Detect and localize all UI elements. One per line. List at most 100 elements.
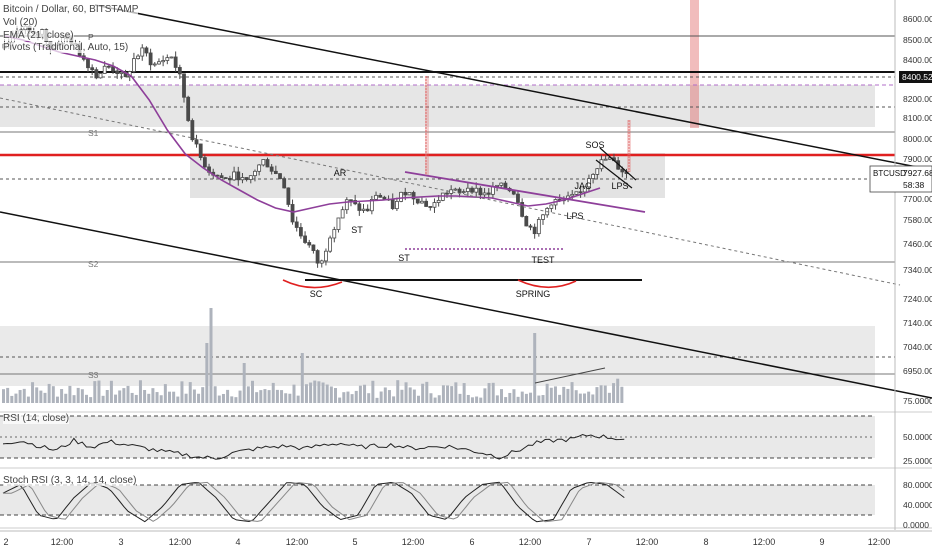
volume-bar bbox=[450, 386, 454, 403]
volume-bar bbox=[68, 385, 72, 403]
candle-body bbox=[223, 177, 228, 180]
candle-body bbox=[132, 58, 136, 72]
stoch-k-line bbox=[2, 481, 625, 523]
rsi-line bbox=[2, 433, 625, 460]
volume-bar bbox=[425, 381, 429, 403]
price-tick: 7580.00 bbox=[903, 215, 932, 225]
volume-bar bbox=[230, 396, 234, 403]
candle-body bbox=[349, 199, 353, 202]
candle-body bbox=[432, 202, 437, 208]
candle-body bbox=[232, 171, 236, 181]
legend-volume[interactable]: Vol (20) bbox=[3, 17, 38, 28]
phase-label: ST bbox=[351, 225, 363, 235]
flag-line bbox=[595, 159, 633, 189]
time-tick: 12:00 bbox=[286, 537, 309, 547]
stoch-rsi-label[interactable]: Stoch RSI (3, 3, 14, 14, close) bbox=[3, 475, 137, 486]
volume-bar bbox=[549, 387, 553, 403]
price-tick: 7900.00 bbox=[903, 154, 932, 164]
candle-body bbox=[148, 52, 153, 66]
volume-bar bbox=[197, 393, 201, 403]
candle-body bbox=[119, 71, 124, 74]
volume-bar bbox=[184, 393, 188, 403]
volume-bar bbox=[500, 389, 503, 403]
volume-bar bbox=[242, 363, 246, 403]
candle-body bbox=[357, 203, 362, 211]
volume-bar bbox=[255, 392, 259, 403]
candle-body bbox=[578, 191, 583, 194]
candle-body bbox=[257, 164, 262, 172]
price-tick: 8400.00 bbox=[903, 55, 932, 65]
volume-bar bbox=[288, 393, 292, 403]
candle-body bbox=[574, 191, 579, 195]
target-measure bbox=[425, 76, 429, 175]
volume-bar bbox=[155, 392, 159, 403]
volume-bar bbox=[541, 395, 545, 403]
candle-body bbox=[587, 178, 591, 188]
sc-curve bbox=[282, 279, 343, 289]
volume-bar bbox=[487, 383, 491, 403]
volume-bar bbox=[396, 380, 400, 403]
volume-bar bbox=[479, 397, 483, 403]
ema-line bbox=[4, 35, 601, 213]
candle-body bbox=[98, 73, 103, 79]
channel-upper-line bbox=[94, 4, 932, 171]
last-price-badge bbox=[899, 71, 932, 83]
volume-bar bbox=[354, 390, 358, 403]
candle-body bbox=[278, 173, 282, 180]
ticker-label: BTCUSD bbox=[873, 169, 906, 178]
volume-bar bbox=[607, 392, 611, 403]
candle-body bbox=[315, 250, 320, 264]
time-tick: 12:00 bbox=[169, 537, 192, 547]
countdown: 58:38 bbox=[903, 180, 925, 190]
candle-body bbox=[307, 242, 312, 246]
candle-body bbox=[344, 199, 349, 211]
volume-bar bbox=[10, 395, 14, 403]
volume-bar bbox=[180, 381, 184, 403]
volume-bar bbox=[566, 388, 570, 403]
candle-body bbox=[298, 227, 303, 237]
candle-body bbox=[407, 192, 412, 196]
purple-trendline bbox=[404, 171, 646, 213]
volume-bar bbox=[338, 397, 342, 403]
trendlines-layer bbox=[0, 4, 932, 399]
price-tick: 8500.00 bbox=[903, 35, 932, 45]
candle-body bbox=[541, 214, 545, 220]
rsi-tick: 50.0000 bbox=[903, 432, 932, 442]
volume-bar bbox=[516, 396, 520, 403]
legend-ema[interactable]: EMA (21, close) bbox=[3, 30, 74, 41]
candle-body bbox=[549, 204, 554, 209]
candle-body bbox=[86, 58, 90, 69]
volume-bar bbox=[578, 393, 582, 403]
grid-layer bbox=[0, 35, 932, 529]
phase-label: LPS bbox=[566, 211, 583, 221]
candle-body bbox=[511, 190, 516, 195]
volume-bar bbox=[64, 393, 68, 403]
volume-bar bbox=[504, 397, 508, 403]
legend-pivots[interactable]: Pivots (Traditional, Auto, 15) bbox=[3, 42, 129, 53]
candle-body bbox=[520, 202, 525, 217]
volume-bar bbox=[205, 343, 209, 403]
legend-symbol[interactable]: Bitcoin / Dollar, 60, BITSTAMP bbox=[3, 4, 139, 15]
volume-bar bbox=[329, 386, 333, 403]
volume-bar bbox=[603, 385, 607, 403]
candle-body bbox=[332, 229, 337, 239]
time-tick: 12:00 bbox=[753, 537, 776, 547]
volume-bar bbox=[454, 382, 458, 403]
volume-bar bbox=[462, 383, 466, 403]
rsi-label[interactable]: RSI (14, close) bbox=[3, 413, 70, 424]
volume-bar bbox=[408, 387, 412, 403]
candle-body bbox=[261, 159, 266, 166]
price-tick: 7340.00 bbox=[903, 265, 932, 275]
volume-bar bbox=[238, 390, 242, 403]
volume-bar bbox=[421, 383, 425, 403]
volume-bar bbox=[574, 390, 578, 403]
time-tick: 5 bbox=[352, 537, 357, 547]
volume-bar bbox=[35, 387, 39, 403]
volume-bar bbox=[80, 389, 84, 403]
candle-body bbox=[240, 177, 245, 181]
volume-bar bbox=[595, 387, 599, 403]
volume-bar bbox=[317, 381, 321, 403]
candle-body bbox=[378, 194, 383, 198]
candle-body bbox=[236, 171, 241, 181]
